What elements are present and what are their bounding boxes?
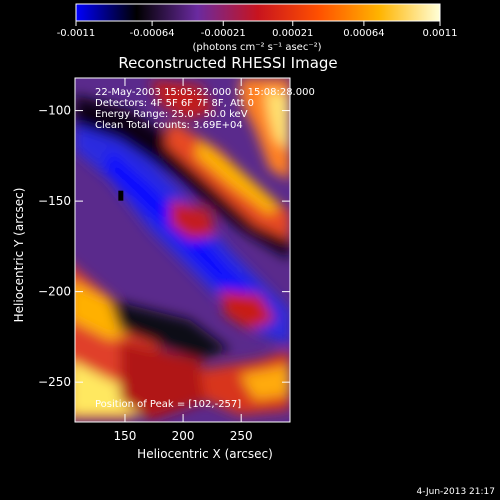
chart-title: Reconstructed RHESSI Image xyxy=(118,54,337,72)
colorbar-tick-label: 0.00064 xyxy=(343,28,384,39)
y-ticks: −100 −150 −200 −250 xyxy=(38,104,290,389)
annotation-block: 22-May-2003 15:05:22.000 to 15:08:28.000… xyxy=(95,87,315,131)
colorbar-gradient xyxy=(75,3,441,22)
colorbar-label: (photons cm⁻² s⁻¹ asec⁻²) xyxy=(192,42,321,53)
footer-timestamp: 4-Jun-2013 21:17 xyxy=(417,487,496,497)
y-tick-label: −150 xyxy=(38,194,71,208)
colorbar-tick-label: -0.00064 xyxy=(130,28,175,39)
peak-position-label: Position of Peak = [102,-257] xyxy=(95,399,241,410)
colorbar-tick-label: -0.0011 xyxy=(57,28,96,39)
y-tick-label: −100 xyxy=(38,104,71,118)
plot-frame xyxy=(74,77,291,423)
x-tick-label: 150 xyxy=(114,429,137,443)
x-ticks: 150 200 250 xyxy=(114,78,253,443)
x-tick-label: 200 xyxy=(172,429,195,443)
colorbar-tick-label: -0.00021 xyxy=(201,28,246,39)
y-tick-label: −250 xyxy=(38,375,71,389)
y-tick-label: −200 xyxy=(38,285,71,299)
colorbar-tick-label: 0.00021 xyxy=(272,28,313,39)
colorbar-ticks: -0.0011 -0.00064 -0.00021 0.00021 0.00064 0.0… xyxy=(57,21,458,39)
colorbar: -0.0011 -0.00064 -0.00021 0.00021 0.00064 0.0… xyxy=(57,3,458,53)
x-tick-label: 250 xyxy=(230,429,253,443)
heatmap xyxy=(75,78,290,422)
peak-marker xyxy=(118,190,124,201)
annotation-line: Clean Total counts: 3.69E+04 xyxy=(95,120,243,131)
annotation-line: 22-May-2003 15:05:22.000 to 15:08:28.000 xyxy=(95,87,315,98)
annotation-line: Detectors: 4F 5F 6F 7F 8F, Att 0 xyxy=(95,98,254,109)
x-axis-label: Heliocentric X (arcsec) xyxy=(137,447,273,461)
y-axis-label: Heliocentric Y (arcsec) xyxy=(12,188,26,323)
annotation-line: Energy Range: 25.0 - 50.0 keV xyxy=(95,109,248,120)
colorbar-tick-label: 0.0011 xyxy=(423,28,458,39)
